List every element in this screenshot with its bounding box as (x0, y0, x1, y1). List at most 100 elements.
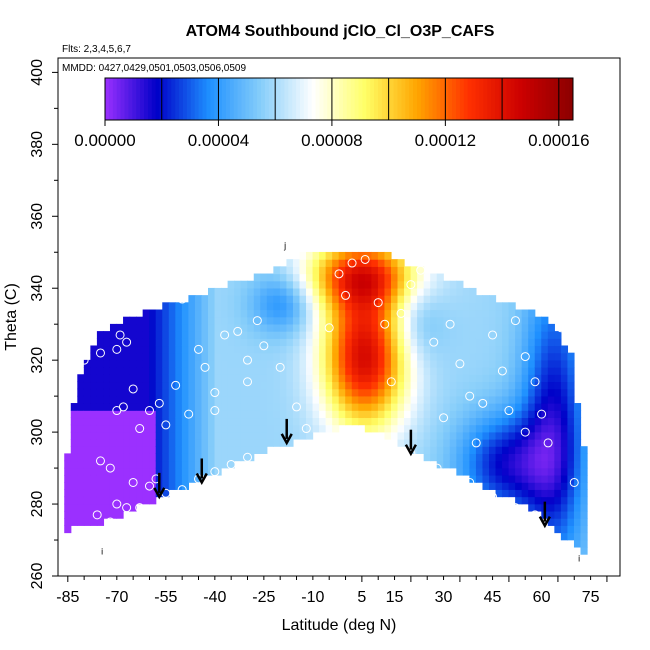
heatmap-cell (430, 367, 438, 375)
heatmap-cell (351, 259, 359, 267)
observation-point (226, 459, 236, 469)
observation-point (135, 424, 145, 434)
heatmap-cell (554, 503, 562, 512)
heatmap-cell (208, 287, 216, 296)
heatmap-cell (292, 424, 301, 433)
heatmap-cell (554, 417, 562, 426)
heatmap-cell (495, 446, 503, 454)
heatmap-cell (515, 417, 523, 426)
heatmap-cell (221, 302, 229, 311)
colorbar-segment (549, 78, 554, 120)
heatmap-cell (351, 295, 359, 303)
heatmap-cell (345, 323, 353, 332)
heatmap-cell (292, 417, 301, 426)
heatmap-cell (103, 359, 111, 368)
heatmap-cell (364, 338, 372, 347)
heatmap-cell (430, 352, 438, 361)
heatmap-cell (489, 323, 497, 332)
heatmap-cell (358, 251, 366, 260)
heatmap-cell (560, 489, 569, 498)
heatmap-cell (175, 403, 183, 411)
heatmap-cell (534, 395, 542, 404)
heatmap-cell (123, 474, 131, 483)
heatmap-cell (351, 359, 359, 368)
heatmap-cell (371, 323, 379, 332)
heatmap-cell (77, 489, 85, 498)
heatmap-cell (508, 345, 516, 354)
heatmap-cell (266, 403, 274, 411)
heatmap-cell (188, 345, 196, 354)
heatmap-cell (221, 316, 229, 325)
heatmap-cell (475, 338, 484, 347)
heatmap-cell (194, 424, 203, 433)
heatmap-cell (299, 374, 307, 383)
heatmap-cell (162, 367, 170, 375)
colorbar-segment (471, 78, 476, 120)
heatmap-cell (286, 316, 294, 325)
heatmap-cell (567, 532, 575, 541)
heatmap-cell (482, 309, 490, 318)
heatmap-cell (502, 446, 510, 454)
heatmap-cell (181, 417, 189, 426)
heatmap-cell (482, 395, 490, 404)
x-tick-label: -25 (252, 589, 275, 606)
heatmap-cell (560, 453, 569, 462)
heatmap-cell (149, 431, 157, 440)
heatmap-cell (345, 280, 353, 289)
heatmap-cell (567, 388, 575, 397)
heatmap-cell (417, 352, 425, 361)
heatmap-cell (162, 467, 170, 476)
heatmap-cell (96, 446, 105, 454)
heatmap-cell (155, 381, 163, 390)
heatmap-cell (410, 302, 418, 311)
heatmap-cell (443, 359, 451, 368)
observation-point (122, 337, 132, 347)
heatmap-cell (188, 439, 196, 447)
heatmap-cell (338, 381, 346, 390)
heatmap-cell (547, 467, 555, 476)
heatmap-cell (292, 395, 301, 404)
heatmap-cell (188, 381, 196, 390)
heatmap-cell (456, 388, 464, 397)
heatmap-cell (155, 439, 163, 447)
observation-point (79, 355, 89, 365)
heatmap-cell (273, 359, 281, 368)
heatmap-cell (436, 431, 444, 440)
heatmap-cell (90, 503, 98, 512)
heatmap-cell (214, 338, 222, 347)
heatmap-cell (240, 302, 248, 311)
heatmap-cell (345, 367, 353, 375)
colorbar-segment (323, 78, 328, 120)
heatmap-cell (430, 323, 438, 332)
heatmap-cell (136, 489, 144, 498)
heatmap-cell (299, 259, 307, 267)
heatmap-cell (96, 431, 105, 440)
heatmap-cell (168, 381, 176, 390)
heatmap-cell (515, 359, 523, 368)
heatmap-cell (221, 410, 229, 419)
heatmap-cell (312, 302, 320, 311)
colorbar-segment (190, 78, 196, 120)
heatmap-cell (423, 424, 431, 433)
heatmap-cell (325, 403, 333, 411)
heatmap-cell (306, 331, 314, 339)
heatmap-cell (201, 331, 209, 339)
heatmap-cell (208, 395, 216, 404)
colorbar-segment (268, 78, 274, 120)
heatmap-cell (332, 316, 340, 325)
colorbar-tick-label: 0.00008 (301, 131, 362, 150)
heatmap-cell (208, 316, 216, 325)
heatmap-cell (508, 309, 516, 318)
heatmap-cell (123, 345, 131, 354)
heatmap-cell (221, 359, 229, 368)
heatmap-cell (273, 439, 281, 447)
heatmap-cell (541, 482, 549, 490)
heatmap-cell (436, 439, 444, 447)
heatmap-cell (181, 482, 189, 490)
colorbar-segment (311, 78, 317, 120)
heatmap-cell (247, 295, 255, 303)
heatmap-cell (345, 331, 353, 339)
heatmap-cell (528, 453, 536, 462)
heatmap-cell (142, 367, 150, 375)
heatmap-cell (489, 359, 497, 368)
